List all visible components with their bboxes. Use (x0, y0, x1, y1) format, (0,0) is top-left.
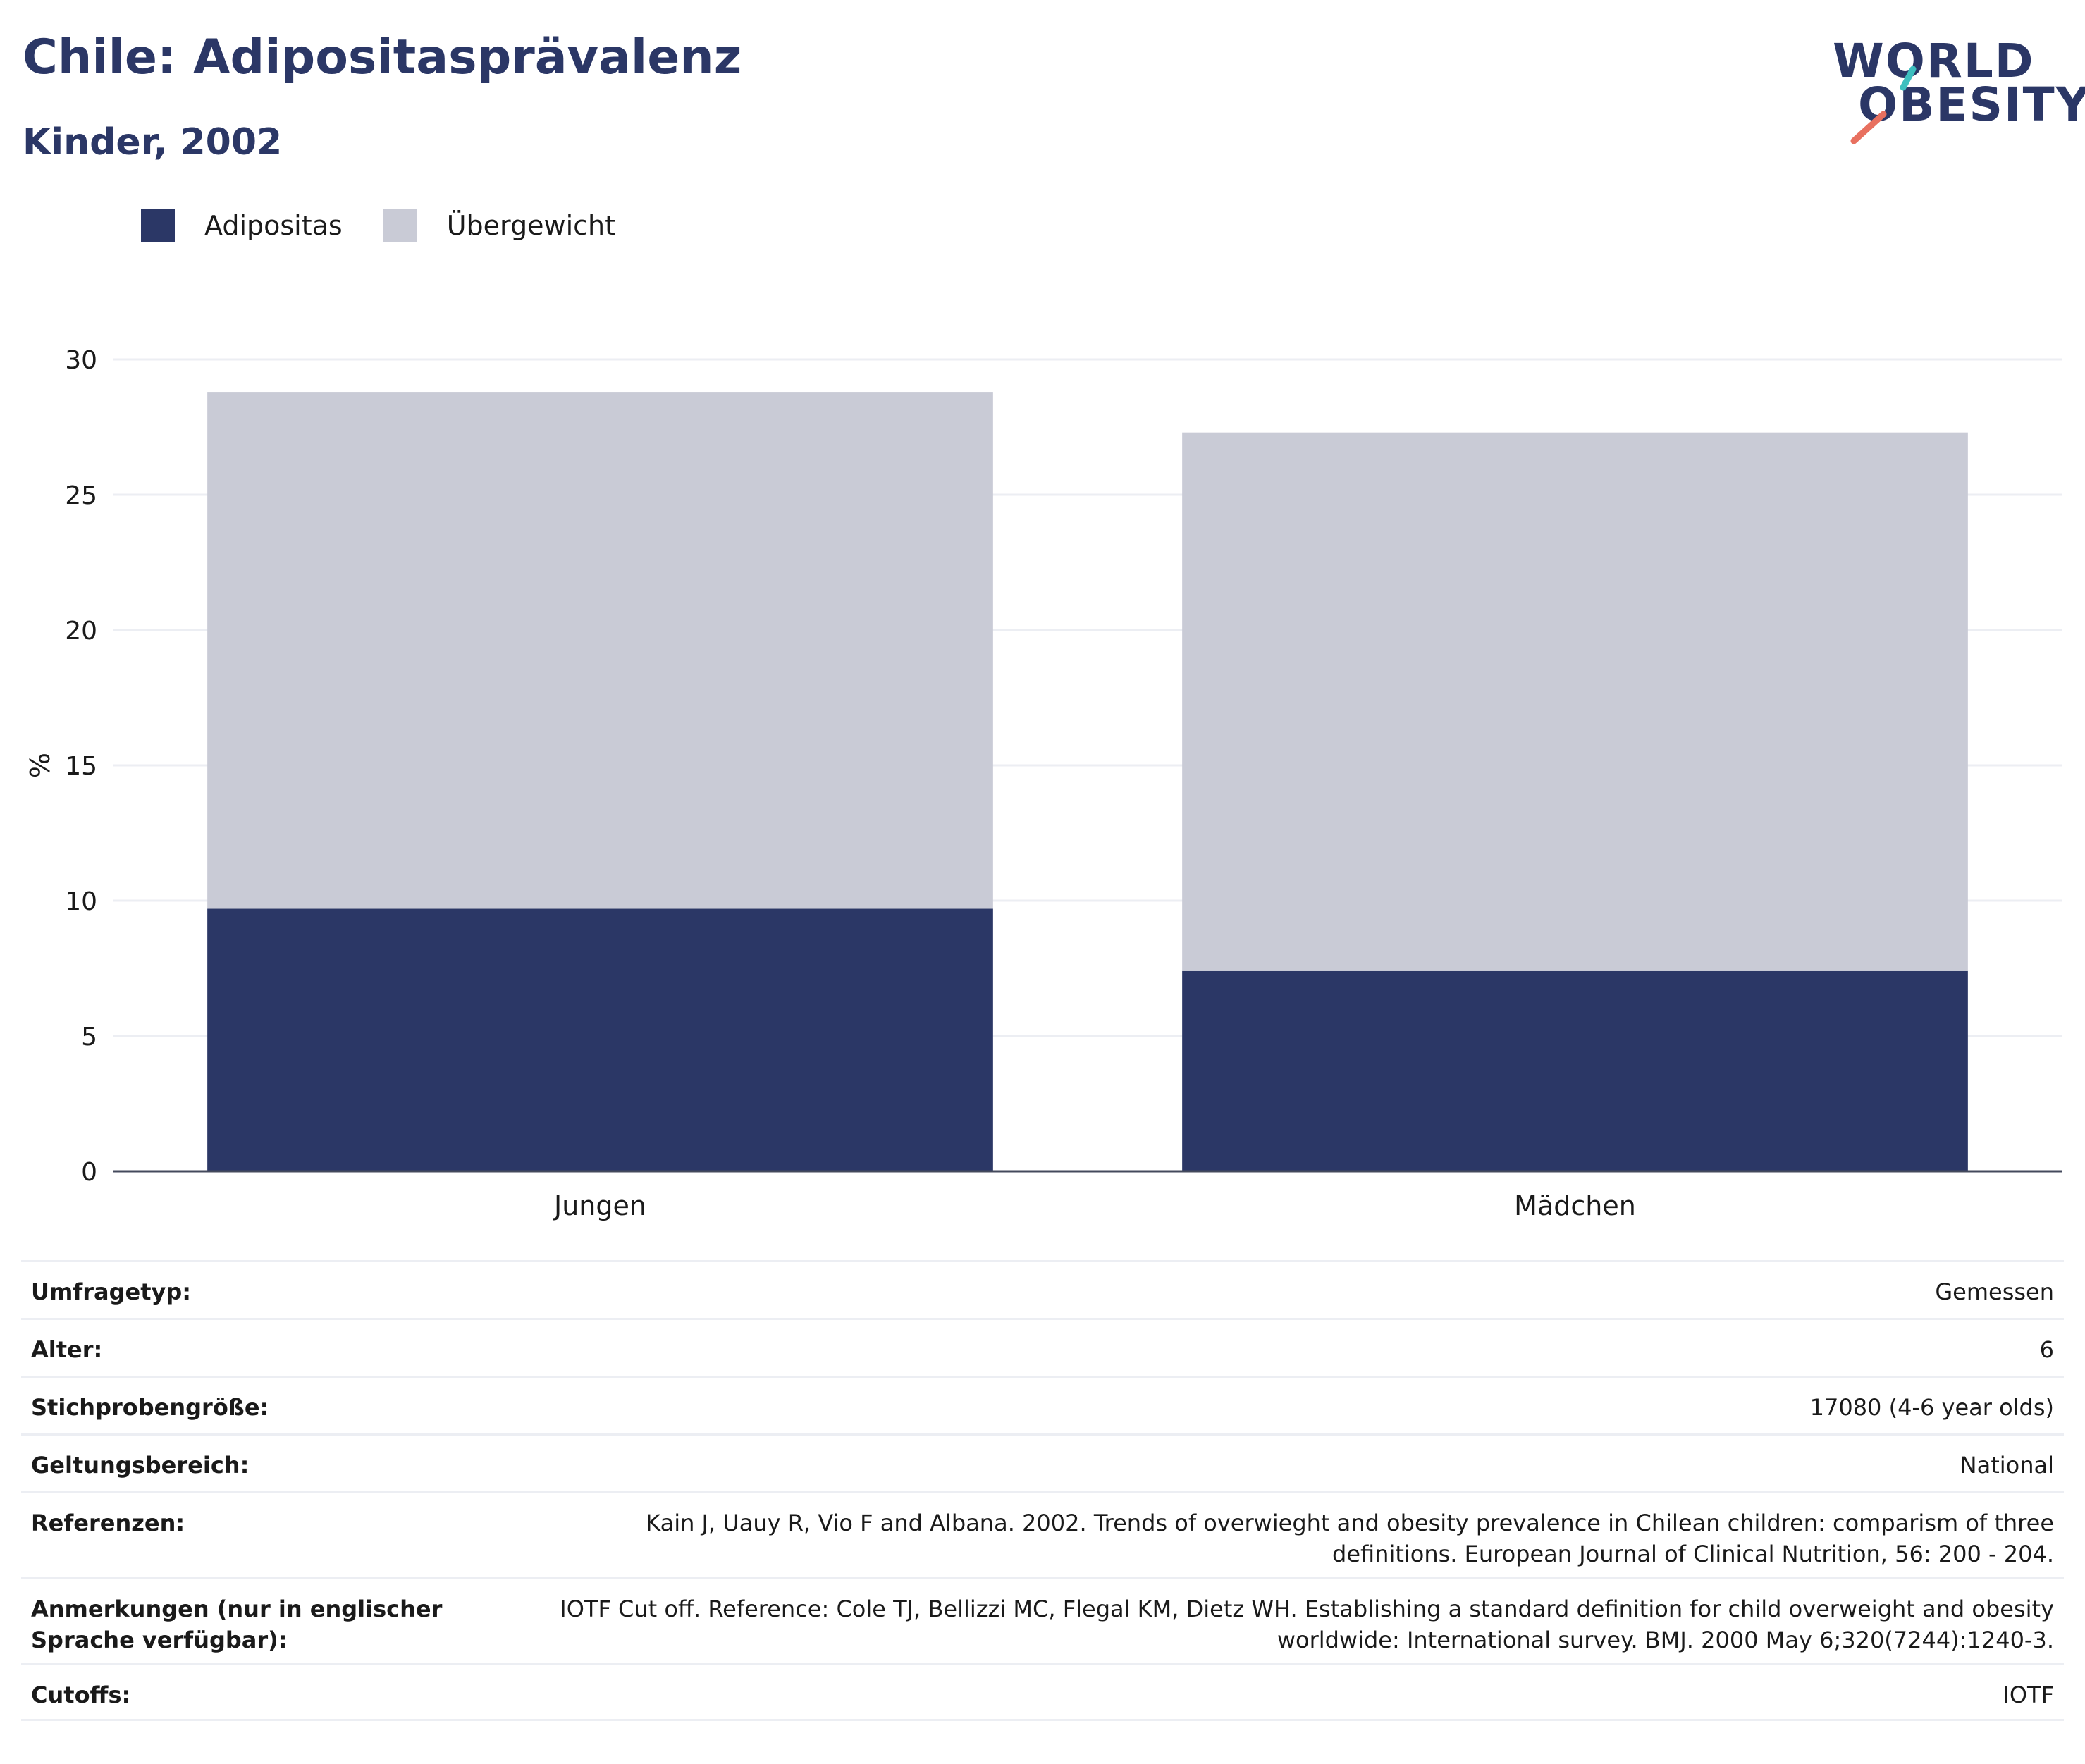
metadata-label: Alter: (31, 1336, 103, 1363)
metadata-label: Umfragetyp: (31, 1278, 192, 1305)
metadata-value: 6 (2039, 1336, 2054, 1363)
bar-adipositas (1182, 970, 1968, 1171)
logo-line-obesity: OBESITY (1858, 78, 2085, 132)
chart-subtitle: Kinder, 2002 (23, 121, 283, 164)
legend-item-uebergewicht[interactable]: Übergewicht (383, 209, 615, 242)
chart-title: Chile: Adipositasprävalenz (23, 30, 742, 85)
bar-adipositas (207, 908, 993, 1171)
y-tick-label: 25 (65, 481, 97, 510)
metadata-row: Stichprobengröße: 17080 (4-6 year olds) (21, 1376, 2064, 1433)
legend-item-adipositas[interactable]: Adipositas (141, 209, 343, 242)
y-tick-label: 20 (65, 617, 97, 646)
metadata-row: Geltungsbereich: National (21, 1433, 2064, 1491)
logo-line-world: WORLD (1833, 34, 2035, 88)
metadata-label: Referenzen: (31, 1510, 185, 1536)
bar-uebergewicht (207, 392, 993, 909)
legend-swatch-uebergewicht (383, 209, 417, 242)
metadata-label: Anmerkungen (nur in englischer Sprache v… (31, 1596, 443, 1653)
y-axis-label: % (25, 753, 56, 778)
metadata-row: Cutoffs: IOTF (21, 1663, 2064, 1721)
y-tick-label: 10 (65, 887, 97, 916)
metadata-label: Cutoffs: (31, 1682, 131, 1708)
metadata-row: Anmerkungen (nur in englischer Sprache v… (21, 1577, 2064, 1663)
metadata-value: National (1960, 1452, 2054, 1479)
y-tick-label: 0 (81, 1158, 97, 1187)
y-tick-label: 15 (65, 752, 97, 781)
legend-label-uebergewicht: Übergewicht (446, 210, 615, 241)
metadata-value: IOTF (2003, 1682, 2054, 1708)
stacked-bar-chart: 0 5 10 15 20 25 30% Jungen Mädchen (25, 346, 2062, 1221)
metadata-value: IOTF Cut off. Reference: Cole TJ, Belliz… (560, 1596, 2054, 1653)
metadata-row: Umfragetyp: Gemessen (21, 1260, 2064, 1318)
x-tick-label: Mädchen (1514, 1190, 1636, 1221)
legend-swatch-adipositas (141, 209, 175, 242)
metadata-row: Alter: 6 (21, 1318, 2064, 1376)
bar-uebergewicht (1182, 432, 1968, 971)
legend-label-adipositas: Adipositas (204, 210, 343, 241)
metadata-value: Kain J, Uauy R, Vio F and Albana. 2002. … (646, 1510, 2054, 1567)
metadata-label: Geltungsbereich: (31, 1452, 250, 1479)
x-tick-label: Jungen (553, 1190, 646, 1221)
metadata-value: Gemessen (1935, 1278, 2054, 1305)
logo-slash-icon (1850, 66, 1917, 144)
y-tick-label: 5 (81, 1023, 97, 1051)
metadata-table: Umfragetyp: Gemessen Alter: 6 Stichprobengrö… (21, 1260, 2064, 1721)
metadata-value: 17080 (4-6 year olds) (1809, 1394, 2054, 1421)
chart-legend: Adipositas Übergewicht (141, 209, 656, 242)
world-obesity-logo: WORLD OBESITY (1833, 20, 2085, 147)
y-tick-label: 30 (65, 346, 97, 375)
metadata-row: Referenzen: Kain J, Uauy R, Vio F and Alb… (21, 1491, 2064, 1577)
metadata-label: Stichprobengröße: (31, 1394, 269, 1421)
